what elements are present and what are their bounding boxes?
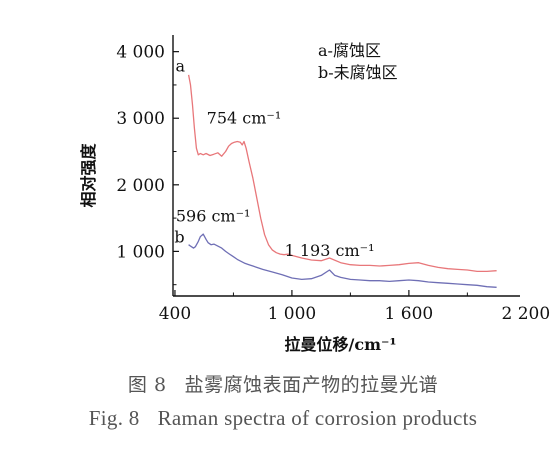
raman-chart: 1 000 2 000 3 000 4 000 400 1 000 1 600 2 200 拉曼… [79, 35, 550, 354]
x-tick-label: 2 200 [502, 304, 551, 324]
series-line-b [188, 233, 497, 288]
y-tick-label: 4 000 [116, 43, 165, 63]
caption-cn-prefix: 图 8 [127, 374, 167, 396]
chart-annotations: a 754 cm⁻¹ b 596 cm⁻¹ 1 193 cm⁻¹ [174, 57, 374, 260]
caption-en-text: Raman spectra of corrosion products [157, 406, 478, 430]
y-tick-label: 3 000 [116, 109, 165, 129]
y-tick-label: 2 000 [116, 176, 165, 196]
annotation-label: b [174, 228, 184, 247]
x-tick-label: 400 [159, 304, 191, 324]
y-axis-label: 相对强度 [79, 143, 98, 208]
annotation-label: a [175, 57, 185, 76]
annotation-label: 1 193 cm⁻¹ [285, 241, 375, 260]
chart-series [187, 74, 497, 288]
chart-axes: 1 000 2 000 3 000 4 000 400 1 000 1 600 2 200 拉曼… [79, 35, 550, 354]
annotation-label: 596 cm⁻¹ [176, 206, 251, 225]
annotation-label: 754 cm⁻¹ [207, 109, 282, 128]
chart-legend: a-腐蚀区 b-未腐蚀区 [318, 41, 398, 82]
x-tick-label: 1 600 [385, 304, 434, 324]
legend-entry: b-未腐蚀区 [318, 63, 398, 82]
x-tick-label: 1 000 [268, 304, 317, 324]
y-tick-label: 1 000 [116, 242, 165, 262]
caption-english: Fig. 8 Raman spectra of corrosion product… [0, 406, 560, 431]
caption-chinese: 图 8 盐雾腐蚀表面产物的拉曼光谱 [0, 370, 560, 397]
series-line-a [187, 74, 497, 273]
x-axis-label: 拉曼位移/cm⁻¹ [285, 335, 397, 354]
caption-en-prefix: Fig. 8 [88, 406, 140, 430]
caption-cn-text: 盐雾腐蚀表面产物的拉曼光谱 [184, 374, 439, 396]
legend-entry: a-腐蚀区 [318, 41, 381, 60]
